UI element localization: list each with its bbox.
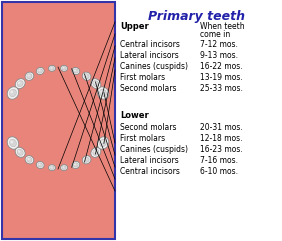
Text: Primary teeth: Primary teeth (148, 10, 245, 23)
Ellipse shape (85, 74, 87, 76)
Ellipse shape (93, 150, 96, 153)
Ellipse shape (17, 81, 23, 87)
Ellipse shape (38, 69, 40, 71)
Ellipse shape (85, 158, 87, 160)
Ellipse shape (82, 72, 91, 80)
Ellipse shape (10, 139, 16, 147)
Ellipse shape (10, 90, 13, 94)
Ellipse shape (74, 163, 76, 165)
Ellipse shape (62, 166, 66, 169)
Text: When teeth: When teeth (200, 22, 244, 31)
Ellipse shape (15, 79, 25, 89)
FancyBboxPatch shape (2, 2, 115, 239)
Ellipse shape (36, 67, 44, 74)
Ellipse shape (84, 74, 89, 79)
Text: Central incisors: Central incisors (120, 40, 180, 49)
Text: First molars: First molars (120, 73, 165, 82)
Ellipse shape (93, 81, 99, 87)
Ellipse shape (63, 67, 64, 68)
Ellipse shape (74, 69, 76, 71)
Ellipse shape (38, 163, 43, 167)
Ellipse shape (49, 65, 56, 71)
Ellipse shape (100, 89, 107, 97)
Ellipse shape (63, 166, 64, 168)
Text: Canines (cuspids): Canines (cuspids) (120, 62, 188, 71)
Text: Upper: Upper (120, 22, 149, 31)
Text: 7-12 mos.: 7-12 mos. (200, 40, 238, 49)
Text: 25-33 mos.: 25-33 mos. (200, 84, 243, 93)
Text: 9-13 mos.: 9-13 mos. (200, 51, 238, 60)
Ellipse shape (93, 81, 96, 84)
Text: Lower: Lower (120, 111, 149, 120)
Ellipse shape (27, 157, 32, 162)
Ellipse shape (38, 69, 43, 73)
Text: Lateral incisors: Lateral incisors (120, 51, 179, 60)
Ellipse shape (10, 140, 13, 143)
Ellipse shape (72, 67, 80, 74)
Ellipse shape (100, 90, 103, 94)
Ellipse shape (61, 65, 67, 71)
Text: 16-23 mos.: 16-23 mos. (200, 145, 243, 154)
Ellipse shape (61, 165, 67, 171)
Ellipse shape (18, 81, 20, 84)
Ellipse shape (27, 74, 30, 76)
Ellipse shape (50, 166, 52, 168)
Text: 7-16 mos.: 7-16 mos. (200, 156, 238, 165)
Ellipse shape (7, 137, 19, 149)
Ellipse shape (27, 158, 30, 160)
Ellipse shape (62, 67, 66, 70)
Ellipse shape (25, 72, 34, 80)
Ellipse shape (36, 161, 44, 168)
Ellipse shape (50, 166, 54, 169)
Ellipse shape (50, 67, 54, 70)
Text: come in: come in (200, 30, 230, 39)
Text: Second molars: Second molars (120, 84, 177, 93)
Ellipse shape (18, 150, 20, 153)
Ellipse shape (97, 137, 109, 149)
Ellipse shape (91, 79, 101, 89)
Ellipse shape (97, 87, 109, 99)
Ellipse shape (49, 165, 56, 171)
Ellipse shape (72, 161, 80, 168)
Text: 12-18 mos.: 12-18 mos. (200, 134, 243, 143)
Ellipse shape (84, 157, 89, 162)
Text: 16-22 mos.: 16-22 mos. (200, 62, 243, 71)
Text: 6-10 mos.: 6-10 mos. (200, 167, 238, 176)
Text: First molars: First molars (120, 134, 165, 143)
Ellipse shape (25, 156, 34, 164)
Text: Canines (cuspids): Canines (cuspids) (120, 145, 188, 154)
Ellipse shape (50, 67, 52, 68)
Ellipse shape (91, 147, 101, 157)
Ellipse shape (17, 149, 23, 155)
Text: Lateral incisors: Lateral incisors (120, 156, 179, 165)
Text: 13-19 mos.: 13-19 mos. (200, 73, 243, 82)
Ellipse shape (38, 163, 40, 165)
Ellipse shape (27, 74, 32, 79)
Text: 20-31 mos.: 20-31 mos. (200, 123, 243, 132)
Ellipse shape (7, 87, 19, 99)
Ellipse shape (73, 69, 78, 73)
Text: Central incisors: Central incisors (120, 167, 180, 176)
Text: Second molars: Second molars (120, 123, 177, 132)
Ellipse shape (15, 147, 25, 157)
Ellipse shape (10, 89, 16, 97)
Ellipse shape (100, 140, 103, 143)
Ellipse shape (93, 149, 99, 155)
Ellipse shape (82, 156, 91, 164)
Ellipse shape (73, 163, 78, 167)
Ellipse shape (100, 139, 107, 147)
